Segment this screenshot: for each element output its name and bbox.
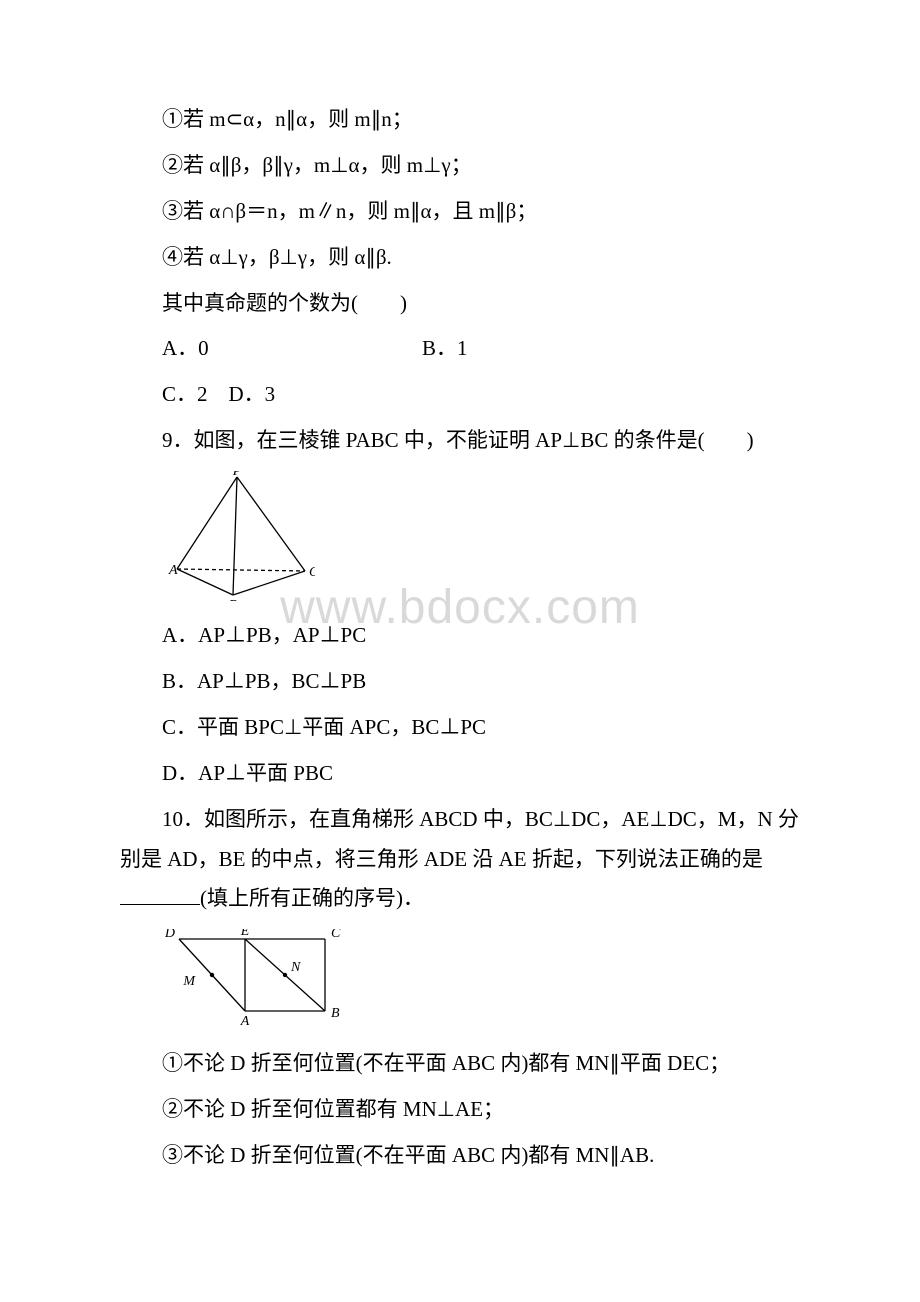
q10-prompt-pre: 10．如图所示，在直角梯形 ABCD 中，BC⊥DC，AE⊥DC，M，N 分别是… — [120, 807, 799, 871]
svg-text:B: B — [331, 1006, 340, 1021]
q10-figure-svg: D E C A B M N — [165, 929, 345, 1029]
q8-option-b: B．1 — [380, 329, 468, 369]
svg-text:A: A — [240, 1014, 250, 1029]
svg-text:C: C — [309, 565, 315, 580]
q10-prompt: 10．如图所示，在直角梯形 ABCD 中，BC⊥DC，AE⊥DC，M，N 分别是… — [120, 800, 800, 920]
q10-statement-3: ③不论 D 折至何位置(不在平面 ABC 内)都有 MN∥AB. — [120, 1136, 800, 1176]
svg-text:M: M — [182, 974, 196, 989]
q8-statement-4: ④若 α⊥γ，β⊥γ，则 α∥β. — [120, 238, 800, 278]
q8-option-a: A．0 — [120, 329, 380, 369]
q10-prompt-post: (填上所有正确的序号)． — [200, 886, 424, 910]
q9-prompt: 9．如图，在三棱锥 PABC 中，不能证明 AP⊥BC 的条件是( ) — [120, 421, 800, 461]
q8-statement-1: ①若 m⊂α，n∥α，则 m∥n； — [120, 100, 800, 140]
q9-option-a: A．AP⊥PB，AP⊥PC — [120, 616, 800, 656]
svg-text:C: C — [331, 929, 341, 941]
q9-figure: P A C B — [165, 471, 800, 606]
q8-options-cd: C．2 D．3 — [120, 375, 800, 415]
q8-prompt: 其中真命题的个数为( ) — [120, 284, 800, 324]
q10-blank — [120, 904, 200, 905]
q10-statement-2: ②不论 D 折至何位置都有 MN⊥AE； — [120, 1090, 800, 1130]
q9-option-b: B．AP⊥PB，BC⊥PB — [120, 662, 800, 702]
svg-text:N: N — [290, 960, 301, 975]
page-content: ①若 m⊂α，n∥α，则 m∥n； ②若 α∥β，β∥γ，m⊥α，则 m⊥γ； … — [120, 100, 800, 1176]
q9-option-d: D．AP⊥平面 PBC — [120, 754, 800, 794]
q8-statement-3: ③若 α∩β＝n，m∥n，则 m∥α，且 m∥β； — [120, 192, 800, 232]
q8-statement-2: ②若 α∥β，β∥γ，m⊥α，则 m⊥γ； — [120, 146, 800, 186]
svg-text:A: A — [168, 563, 178, 578]
svg-text:P: P — [232, 471, 242, 479]
q9-option-c: C．平面 BPC⊥平面 APC，BC⊥PC — [120, 708, 800, 748]
q10-statement-1: ①不论 D 折至何位置(不在平面 ABC 内)都有 MN∥平面 DEC； — [120, 1044, 800, 1084]
q9-figure-svg: P A C B — [165, 471, 315, 601]
svg-text:D: D — [165, 929, 175, 941]
q8-options-ab: A．0 B．1 — [120, 329, 800, 369]
q10-figure: D E C A B M N — [165, 929, 800, 1034]
svg-text:B: B — [229, 598, 238, 601]
svg-text:E: E — [240, 929, 250, 939]
